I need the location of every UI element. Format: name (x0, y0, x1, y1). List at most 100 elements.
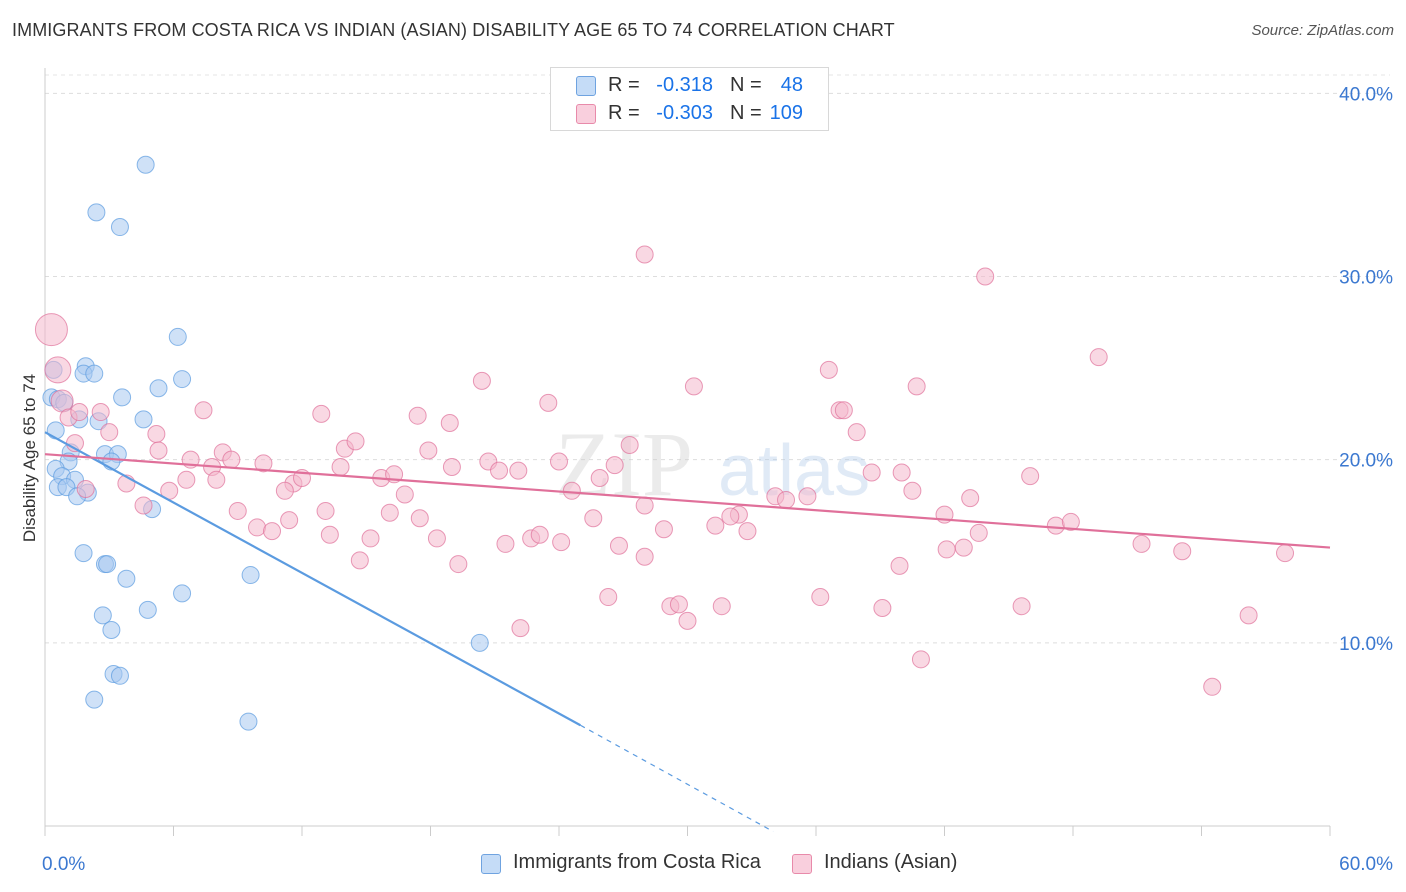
data-point (173, 584, 192, 603)
data-point (811, 588, 830, 607)
data-point (346, 432, 365, 451)
data-point (678, 611, 697, 630)
data-point (442, 457, 461, 476)
trend-line-extension (580, 724, 774, 833)
axes (44, 68, 1331, 836)
legend-n-value: 48 (780, 74, 803, 96)
data-point (539, 393, 558, 412)
legend-n-value: 109 (769, 102, 803, 124)
data-point (110, 666, 129, 685)
y-tick-label: 30.0% (1339, 267, 1393, 288)
data-point (91, 403, 110, 422)
data-point (684, 377, 703, 396)
data-point (712, 597, 731, 616)
data-point (552, 533, 571, 552)
data-point (87, 203, 106, 222)
legend-n-label: N = (730, 102, 762, 124)
data-point (847, 423, 866, 442)
data-point (834, 401, 853, 420)
series-costa-rica (42, 155, 489, 731)
data-point (76, 479, 95, 498)
data-point (669, 595, 688, 614)
data-point (1089, 348, 1108, 367)
data-point (496, 534, 515, 553)
data-point (1046, 516, 1065, 535)
data-point (168, 327, 187, 346)
data-point (511, 619, 530, 638)
data-point (721, 507, 740, 526)
data-point (550, 452, 568, 471)
data-point (280, 511, 299, 530)
y-tick-label: 40.0% (1339, 84, 1393, 105)
data-point (937, 540, 956, 559)
data-point (110, 218, 129, 237)
legend-r-value: -0.318 (656, 74, 713, 96)
data-point (147, 425, 166, 444)
watermark: ZIP atlas (555, 413, 870, 515)
data-point (907, 377, 926, 396)
source-label: Source: ZipAtlas.com (1251, 22, 1394, 39)
data-point (136, 155, 155, 174)
data-point (408, 406, 427, 425)
data-point (410, 509, 429, 528)
data-point (312, 404, 331, 423)
data-point (100, 423, 119, 442)
data-point (1239, 606, 1258, 625)
data-point (738, 522, 757, 541)
data-point (34, 313, 68, 347)
data-point (590, 468, 609, 487)
data-point (819, 360, 838, 379)
data-point (873, 599, 892, 618)
data-point (207, 470, 226, 489)
series-indians (34, 245, 1295, 696)
data-point (706, 516, 725, 535)
data-point (263, 522, 282, 541)
legend-row-costa-rica: R = -0.318 N = 48 (551, 72, 828, 100)
data-point (911, 650, 930, 669)
data-point (46, 421, 65, 440)
x-tick-label-min: 0.0% (42, 854, 85, 875)
data-point (70, 403, 89, 422)
legend-row-indians: R = -0.303 N = 109 (551, 100, 828, 128)
bottom-legend-swatch-indians (792, 854, 812, 874)
data-point (228, 501, 247, 520)
data-point (1021, 467, 1040, 486)
data-point (903, 481, 922, 500)
bottom-legend-label-indians: Indians (Asian) (824, 851, 958, 873)
data-point (530, 525, 549, 544)
data-point (239, 712, 258, 731)
trend-line-indians (44, 453, 1331, 549)
data-point (177, 470, 196, 489)
y-tick-label: 10.0% (1339, 634, 1393, 655)
data-point (419, 441, 438, 460)
data-point (440, 414, 459, 433)
data-point (320, 525, 339, 544)
data-point (620, 436, 639, 455)
data-point (584, 509, 603, 528)
data-point (427, 529, 446, 548)
legend-swatch-costa-rica (576, 76, 596, 96)
data-point (472, 371, 491, 390)
data-point (798, 487, 817, 506)
data-point (635, 245, 654, 264)
bottom-legend-label-costa-rica: Immigrants from Costa Rica (513, 851, 761, 873)
data-point (395, 485, 414, 504)
data-point (777, 490, 796, 509)
data-point (890, 556, 909, 575)
data-point (134, 410, 153, 429)
data-point (490, 461, 509, 480)
data-point (85, 364, 104, 383)
data-point (98, 555, 117, 574)
data-point (449, 555, 468, 574)
data-point (350, 551, 369, 570)
data-point (509, 461, 528, 480)
bottom-legend-swatch-costa-rica (481, 854, 501, 874)
data-point (380, 503, 399, 522)
data-point (862, 463, 881, 482)
data-point (954, 538, 973, 557)
data-point (44, 356, 72, 384)
data-point (241, 566, 260, 585)
data-point (248, 518, 267, 537)
data-point (331, 457, 350, 476)
data-point (605, 456, 624, 475)
